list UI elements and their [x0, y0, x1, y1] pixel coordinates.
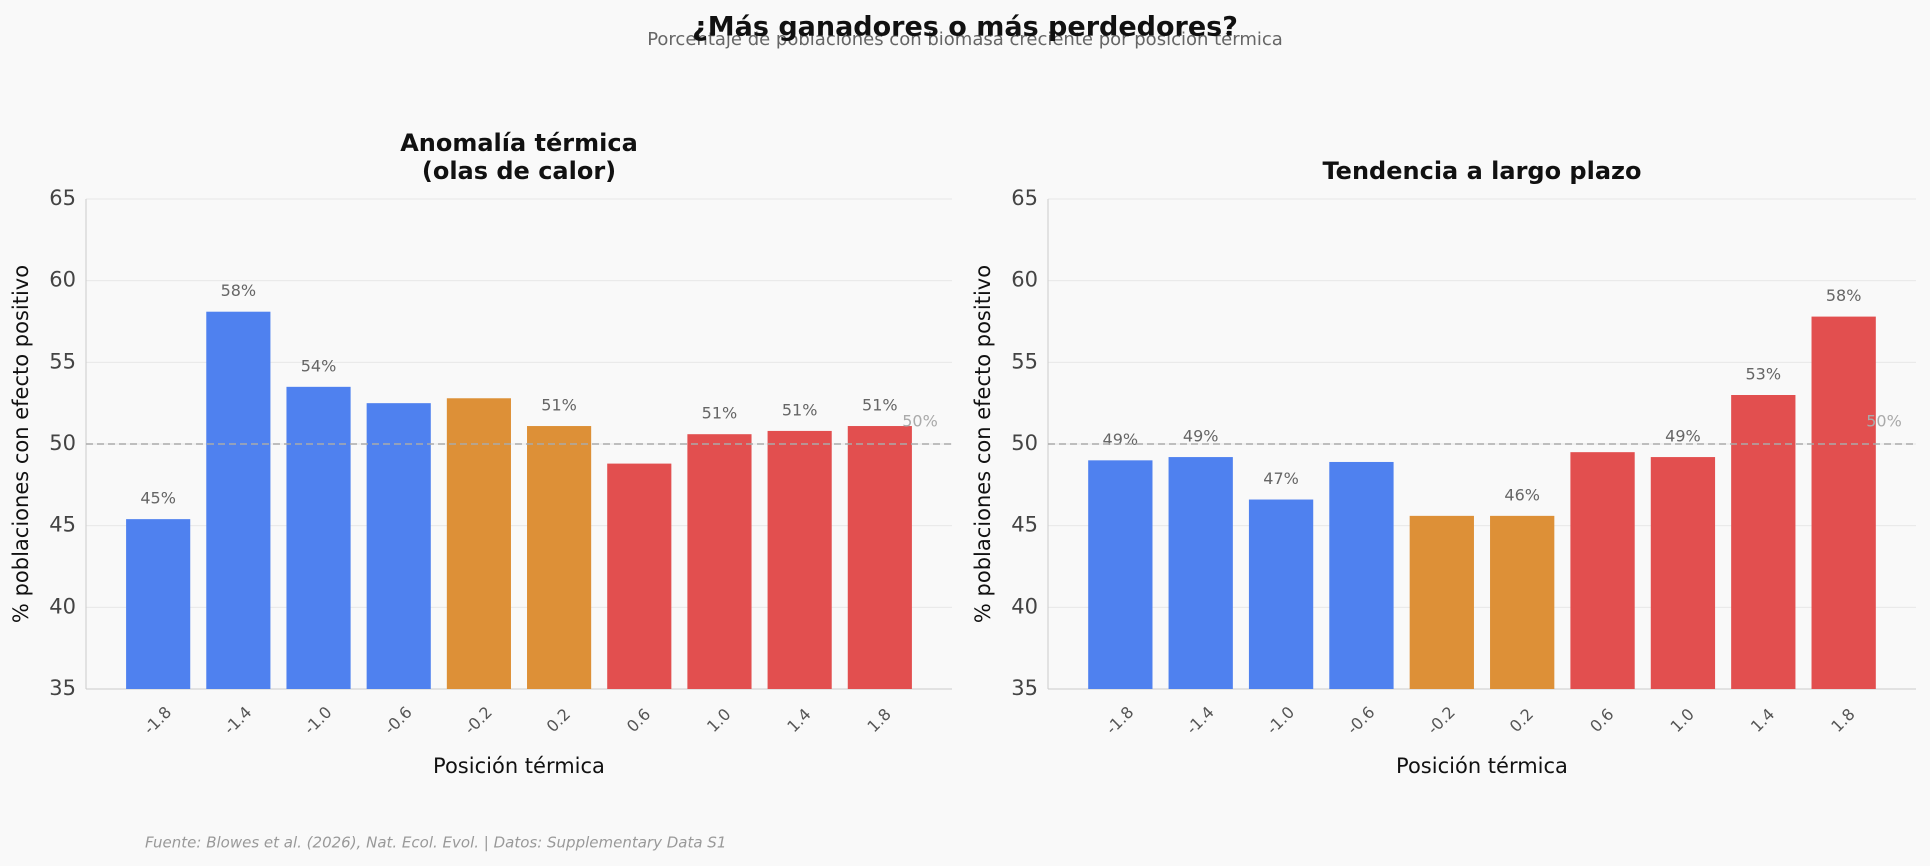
y-axis-label: % poblaciones con efecto positivo — [9, 265, 33, 623]
bar — [1731, 395, 1796, 689]
source: Fuente: Blowes et al. (2026), Nat. Ecol.… — [145, 834, 726, 852]
value-label: 49% — [1665, 427, 1701, 446]
bar — [126, 519, 191, 689]
x-tick-label: 1.4 — [1747, 705, 1778, 736]
x-tick-label: 1.0 — [703, 705, 734, 736]
chart-title: Anomalía térmica (olas de calor) — [400, 129, 638, 185]
x-axis-label: Posición térmica — [433, 754, 605, 778]
value-label: 49% — [1183, 427, 1219, 446]
y-tick-label: 35 — [1011, 676, 1038, 700]
x-tick-label: 1.8 — [863, 705, 894, 736]
x-tick-label: -1.0 — [1263, 703, 1299, 739]
x-tick-label: -1.4 — [220, 703, 256, 739]
bar — [1329, 461, 1394, 689]
y-tick-label: 50 — [1011, 431, 1038, 455]
x-tick-label: 0.6 — [1586, 705, 1617, 736]
y-tick-label: 55 — [1011, 349, 1038, 373]
bar — [1088, 460, 1153, 689]
x-tick-label: -0.6 — [1343, 703, 1379, 739]
value-label: 49% — [1103, 430, 1139, 449]
value-label: 45% — [140, 489, 176, 508]
bar — [1490, 515, 1555, 689]
value-label: 51% — [541, 396, 577, 415]
subtitle: Porcentaje de poblaciones con biomasa cr… — [647, 29, 1283, 50]
reference-label: 50% — [1866, 412, 1902, 431]
value-label: 53% — [1746, 365, 1782, 384]
y-tick-label: 40 — [49, 594, 76, 618]
value-label: 47% — [1263, 469, 1299, 488]
y-tick-label: 55 — [49, 349, 76, 373]
y-tick-label: 45 — [49, 513, 76, 537]
x-tick-label: -0.6 — [380, 703, 416, 739]
x-tick-label: 0.6 — [623, 705, 654, 736]
x-tick-label: -1.8 — [140, 703, 176, 739]
bar — [206, 311, 271, 689]
bar — [1248, 499, 1314, 689]
x-tick-label: -0.2 — [460, 703, 496, 739]
bar — [1168, 457, 1233, 689]
bar — [446, 398, 511, 689]
bar — [687, 434, 752, 689]
reference-label: 50% — [902, 412, 938, 431]
y-tick-label: 60 — [1011, 268, 1038, 292]
y-tick-label: 60 — [49, 268, 76, 292]
bar — [366, 403, 431, 689]
bar — [1570, 452, 1635, 689]
y-tick-label: 50 — [49, 431, 76, 455]
bar — [847, 426, 912, 689]
value-label: 58% — [1826, 286, 1862, 305]
value-label: 51% — [862, 396, 898, 415]
y-axis-label: % poblaciones con efecto positivo — [971, 265, 995, 623]
title: ¿Más ganadores o más perdedores? — [692, 12, 1238, 43]
y-tick-label: 35 — [49, 676, 76, 700]
value-label: 58% — [221, 281, 257, 300]
bar — [607, 463, 672, 689]
bar — [1650, 457, 1716, 689]
x-tick-label: -1.0 — [300, 703, 336, 739]
x-tick-label: -0.2 — [1423, 703, 1459, 739]
bar — [1409, 515, 1474, 689]
y-tick-label: 45 — [1011, 513, 1038, 537]
x-tick-label: 1.4 — [783, 705, 814, 736]
y-tick-label: 65 — [1011, 186, 1038, 210]
value-label: 51% — [702, 404, 738, 423]
bar — [1811, 316, 1876, 689]
y-tick-label: 65 — [49, 186, 76, 210]
x-tick-label: -1.4 — [1182, 703, 1218, 739]
x-tick-label: 0.2 — [1506, 705, 1537, 736]
x-tick-label: 1.0 — [1667, 705, 1698, 736]
value-label: 51% — [782, 400, 818, 419]
value-label: 46% — [1504, 485, 1540, 504]
x-tick-label: 1.8 — [1827, 705, 1858, 736]
value-label: 54% — [301, 356, 337, 375]
y-tick-label: 40 — [1011, 594, 1038, 618]
x-tick-label: 0.2 — [543, 705, 574, 736]
bar — [767, 430, 832, 689]
x-tick-label: -1.8 — [1102, 703, 1138, 739]
x-axis-label: Posición térmica — [1396, 754, 1568, 778]
bar — [527, 426, 592, 689]
bar — [286, 386, 351, 689]
chart-title: Tendencia a largo plazo — [1322, 157, 1642, 185]
